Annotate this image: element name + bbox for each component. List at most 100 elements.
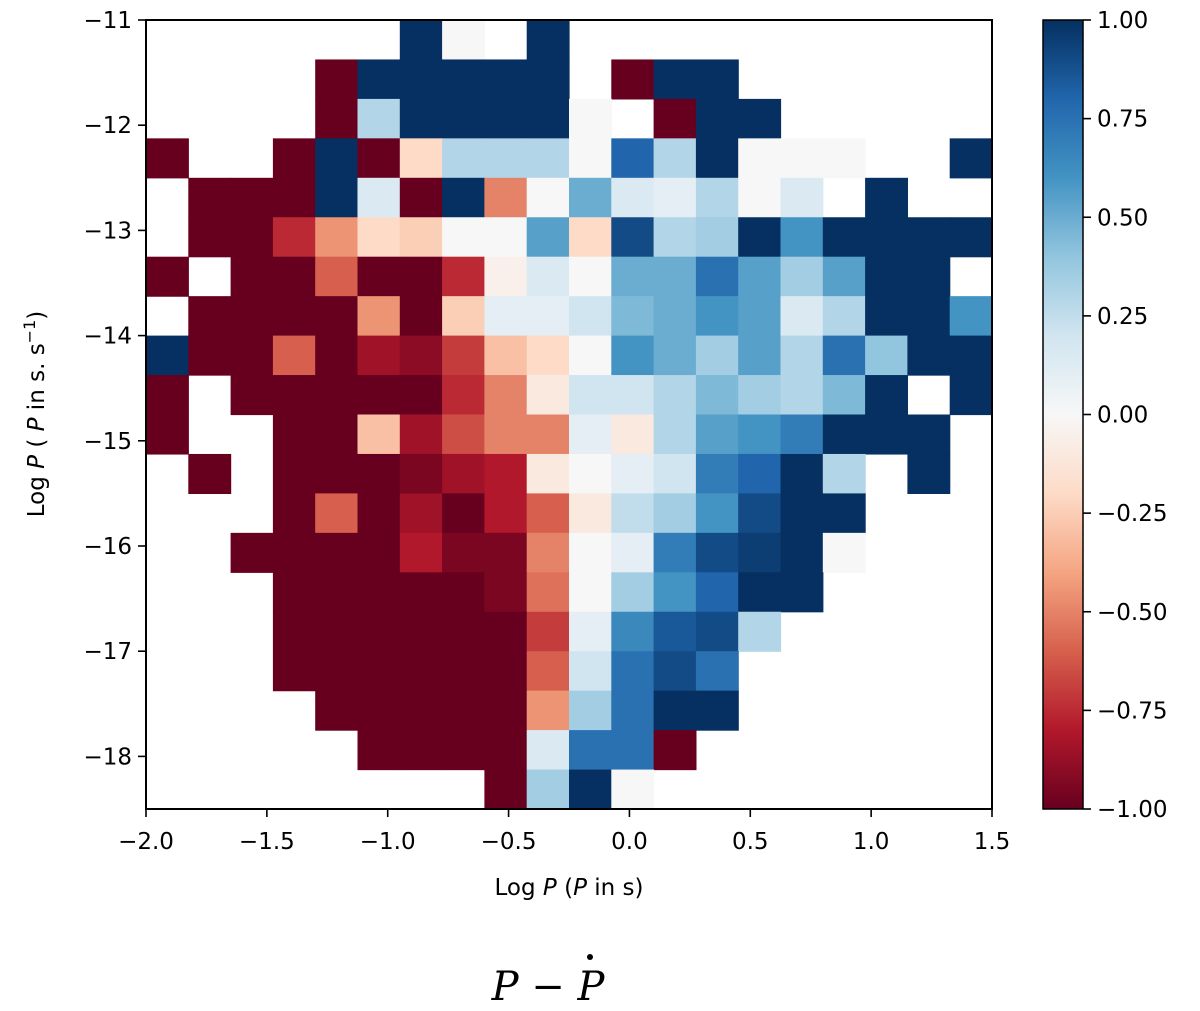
heatmap-cell (484, 59, 528, 100)
heatmap-cell (653, 414, 697, 455)
colorbar-tick-label: −1.00 (1097, 797, 1167, 823)
x-tick-label: −1.0 (360, 829, 416, 855)
heatmap-cell (315, 138, 359, 179)
heatmap-cell (907, 296, 951, 337)
heatmap-cell (738, 572, 782, 613)
heatmap-cell (695, 690, 739, 731)
heatmap-cell (569, 651, 612, 692)
heatmap-cell (695, 335, 739, 376)
heatmap-cell (442, 177, 485, 218)
heatmap-cell (526, 98, 570, 139)
heatmap-cell (399, 296, 443, 337)
heatmap-cell (569, 335, 612, 376)
heatmap-cell (695, 256, 739, 297)
heatmap-cell (357, 138, 401, 179)
heatmap-cell (272, 217, 316, 258)
heatmap-cell (272, 572, 316, 613)
heatmap-cell (399, 335, 443, 376)
heatmap-cell (738, 217, 782, 258)
heatmap-cell (146, 256, 189, 297)
heatmap-cell (569, 98, 612, 139)
heatmap-cell (272, 453, 316, 494)
heatmap-cell (357, 572, 401, 613)
colorbar-tick-label: 0.00 (1097, 403, 1148, 429)
heatmap-cell (949, 375, 993, 416)
heatmap-cell (780, 177, 824, 218)
colorbar (1042, 19, 1084, 810)
heatmap-cell (484, 730, 528, 771)
heatmap-cell (780, 138, 824, 179)
heatmap-cell (865, 177, 908, 218)
heatmap-cell (526, 335, 570, 376)
x-tick-label: −1.5 (239, 829, 295, 855)
heatmap-cell (399, 20, 443, 61)
heatmap-cell (695, 296, 739, 337)
heatmap-cell (315, 375, 359, 416)
y-axis-label: Log P ( P in s. s−1) (20, 311, 50, 518)
heatmap-cell (611, 375, 655, 416)
heatmap-cell (526, 730, 570, 771)
heatmap-cell (949, 296, 993, 337)
heatmap-cell (146, 414, 189, 455)
heatmap-cell (357, 59, 401, 100)
heatmap-cell (780, 414, 824, 455)
heatmap-cell (738, 414, 782, 455)
heatmap-cell (738, 532, 782, 573)
heatmap-cell (569, 572, 612, 613)
heatmap-cell (399, 217, 443, 258)
heatmap-cell (653, 690, 697, 731)
heatmap-cell (611, 651, 655, 692)
x-tick-label: −2.0 (118, 829, 174, 855)
heatmap-cell (907, 217, 951, 258)
heatmap-cell (695, 453, 739, 494)
heatmap-cell (484, 138, 528, 179)
heatmap-cell (822, 296, 866, 337)
heatmap-cell (272, 177, 316, 218)
heatmap-cell (315, 177, 359, 218)
heatmap-cell (780, 572, 824, 613)
heatmap-cell (146, 375, 189, 416)
heatmap-cell (780, 296, 824, 337)
colorbar-tick-label: −0.25 (1097, 501, 1167, 527)
heatmap-cell (738, 453, 782, 494)
heatmap-cell (738, 493, 782, 534)
heatmap-cell (907, 414, 951, 455)
heatmap-cell (611, 690, 655, 731)
y-tick-label: −18 (83, 744, 132, 770)
colorbar-tick-label: 0.25 (1097, 304, 1148, 330)
heatmap-cell (653, 651, 697, 692)
heatmap-cell (272, 375, 316, 416)
heatmap-cell (357, 730, 401, 771)
heatmap-cell (822, 138, 866, 179)
heatmap-cell (695, 177, 739, 218)
heatmap-cell (526, 296, 570, 337)
heatmap-cell (484, 217, 528, 258)
heatmap-cell (442, 98, 485, 139)
colorbar-tick-label: 0.50 (1097, 205, 1148, 231)
heatmap-cell (611, 611, 655, 652)
heatmap-cell (357, 414, 401, 455)
heatmap-cell (484, 651, 528, 692)
heatmap-cell (738, 177, 782, 218)
heatmap-cell (526, 138, 570, 179)
heatmap-cell (399, 730, 443, 771)
heatmap-cell (780, 335, 824, 376)
heatmap-cells (146, 20, 993, 810)
heatmap-cell (780, 375, 824, 416)
heatmap-cell (188, 177, 232, 218)
heatmap-cell (484, 414, 528, 455)
heatmap-cell (399, 690, 443, 731)
heatmap-cell (230, 335, 274, 376)
heatmap-cell (653, 493, 697, 534)
heatmap-cell (611, 256, 655, 297)
x-tick-label: 0.5 (732, 829, 769, 855)
heatmap-cell (357, 98, 401, 139)
heatmap-cell (865, 335, 908, 376)
heatmap-cell (399, 98, 443, 139)
heatmap-cell (653, 572, 697, 613)
heatmap-cell (484, 769, 528, 810)
heatmap-cell (146, 138, 189, 179)
heatmap-cell (399, 453, 443, 494)
heatmap-cell (230, 256, 274, 297)
heatmap-cell (526, 59, 570, 100)
